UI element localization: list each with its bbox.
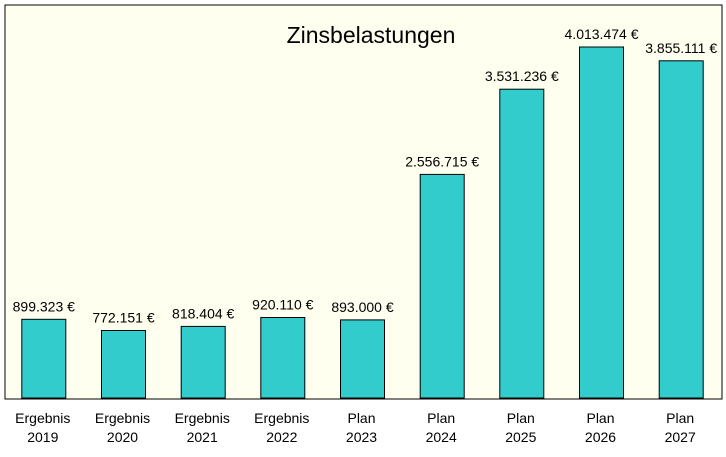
- value-label-2: 818.404 €: [172, 305, 234, 321]
- x-tick-label-8-line-0: Plan: [666, 410, 694, 426]
- value-label-7: 4.013.474 €: [565, 26, 639, 42]
- x-tick-label-5-line-1: 2024: [426, 429, 457, 445]
- value-label-8: 3.855.111 €: [645, 40, 717, 56]
- x-tick-label-2-line-0: Ergebnis: [175, 410, 230, 426]
- bar-7: [579, 46, 624, 399]
- x-tick-label-1-line-1: 2020: [107, 429, 138, 445]
- bar-1: [101, 330, 146, 399]
- value-label-4: 893.000 €: [331, 299, 393, 315]
- bar-2: [180, 325, 226, 399]
- bar-5: [419, 173, 465, 399]
- x-tick-label-0-line-0: Ergebnis: [15, 410, 70, 426]
- value-labels-group: 899.323 € 772.151 € 818.404 € 920.110 € 893.…: [13, 26, 718, 326]
- x-tick-label-0-line-1: 2019: [27, 429, 58, 445]
- bar-8: [658, 60, 704, 399]
- value-label-6: 3.531.236 €: [485, 68, 559, 84]
- bar-3: [260, 317, 306, 399]
- x-tick-label-3-line-0: Ergebnis: [254, 410, 309, 426]
- x-tick-label-4-line-1: 2023: [346, 429, 377, 445]
- x-axis-labels: Ergebnis 2019 Ergebnis 2020 Ergebnis 2021 Erge…: [15, 410, 696, 445]
- bar-6: [499, 88, 545, 399]
- x-tick-label-6-line-1: 2025: [505, 429, 536, 445]
- value-label-1: 772.151 €: [92, 310, 154, 326]
- x-tick-label-2-line-1: 2021: [187, 429, 218, 445]
- x-tick-label-1-line-0: Ergebnis: [95, 410, 150, 426]
- bar-4: [340, 319, 385, 399]
- x-tick-label-7-line-0: Plan: [586, 410, 614, 426]
- value-label-3: 920.110 €: [252, 297, 313, 313]
- bar-0: [21, 318, 67, 399]
- x-tick-label-3-line-1: 2022: [266, 429, 297, 445]
- value-label-5: 2.556.715 €: [405, 153, 479, 169]
- x-tick-label-4-line-0: Plan: [347, 410, 375, 426]
- bars-group: [21, 46, 704, 399]
- x-tick-label-7-line-1: 2026: [585, 429, 616, 445]
- x-tick-label-5-line-0: Plan: [427, 410, 455, 426]
- value-label-0: 899.323 €: [13, 298, 75, 314]
- chart-title: Zinsbelastungen: [287, 22, 456, 48]
- x-tick-label-8-line-1: 2027: [665, 429, 696, 445]
- x-tick-label-6-line-0: Plan: [507, 410, 535, 426]
